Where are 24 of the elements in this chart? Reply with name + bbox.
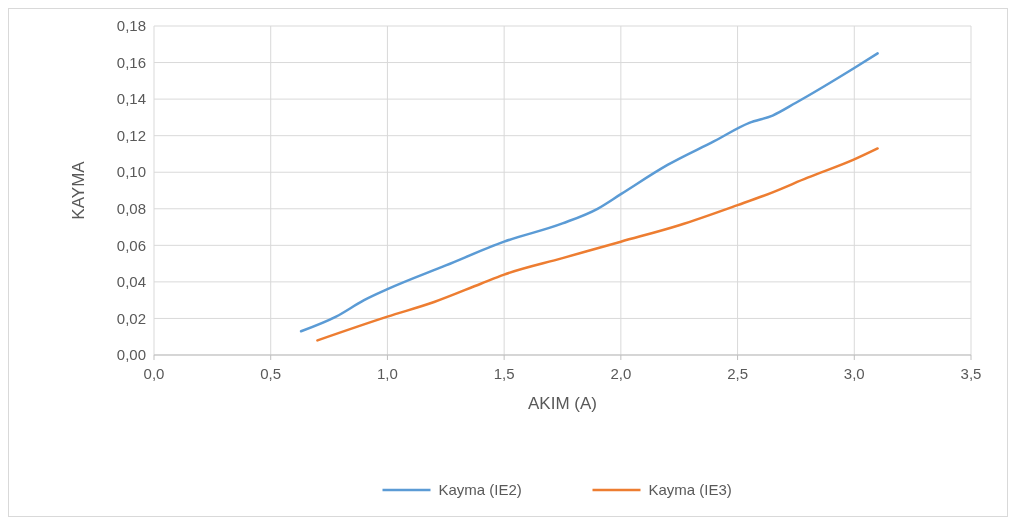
y-axis-title: KAYMA [69,160,88,220]
x-axis-title: AKIM (A) [528,394,597,413]
legend-label: Kayma (IE3) [648,481,732,499]
y-tick-label: 0,10 [116,163,146,181]
legend-label: Kayma (IE2) [438,481,522,499]
y-tick-label: 0,18 [116,17,146,35]
x-tick-label: 3,0 [843,365,865,382]
x-tick-label: 0,5 [260,365,282,382]
x-tick-label: 2,5 [727,365,748,382]
x-tick-label: 0,0 [143,365,165,382]
x-tick-label: 3,5 [960,365,982,382]
y-tick-label: 0,12 [116,126,146,144]
y-tick-label: 0,08 [116,200,146,218]
x-tick-label: 1,0 [377,365,398,382]
line-series [299,52,879,333]
y-tick-label: 0,06 [116,236,146,254]
x-tick-label: 2,0 [610,365,632,382]
y-tick-label: 0,14 [116,90,146,108]
y-tick-label: 0,00 [116,346,146,364]
y-tick-label: 0,04 [116,273,146,291]
y-tick-label: 0,16 [116,53,146,71]
x-tick-label: 1,5 [493,365,515,382]
line-series [316,147,879,342]
y-tick-label: 0,02 [116,309,146,327]
